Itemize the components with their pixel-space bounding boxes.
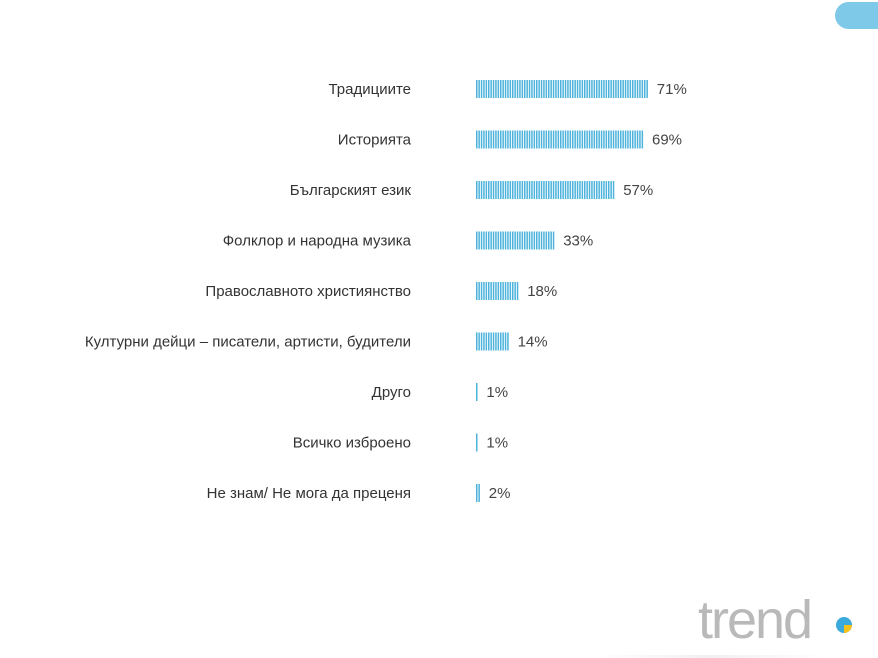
value-label: 14% [518, 334, 548, 351]
value-label: 1% [486, 435, 508, 452]
category-label: Културни дейци – писатели, артисти, буди… [85, 334, 411, 351]
bar [476, 80, 648, 98]
bar [476, 130, 644, 149]
bar [476, 484, 480, 502]
logo-dot-yellow [844, 625, 852, 633]
corner-tab[interactable] [835, 2, 878, 29]
category-label: Българският език [290, 182, 412, 199]
value-label: 71% [657, 81, 687, 98]
category-label: Традициите [328, 81, 411, 98]
category-label: Не знам/ Не мога да преценя [207, 485, 411, 502]
trend-logo: trend [698, 590, 852, 650]
logo-text: trend [698, 590, 811, 650]
value-label: 1% [486, 384, 508, 401]
bar [476, 433, 478, 452]
value-label: 69% [652, 132, 682, 149]
category-label: Историята [338, 132, 412, 149]
bar [476, 282, 519, 300]
divider [590, 655, 830, 658]
value-label: 18% [527, 283, 557, 300]
category-label: Друго [372, 384, 411, 401]
category-label: Православното християнство [205, 283, 411, 300]
bar [476, 383, 478, 401]
category-label: Фолклор и народна музика [223, 233, 412, 250]
bar [476, 332, 509, 351]
category-label: Всичко изброено [293, 435, 411, 452]
value-label: 57% [623, 182, 653, 199]
bar-chart: Традициите 71% Историята 69% Българският ези… [85, 80, 687, 502]
value-label: 33% [563, 233, 593, 250]
bar [476, 231, 555, 250]
bar [476, 181, 615, 199]
value-label: 2% [489, 485, 511, 502]
